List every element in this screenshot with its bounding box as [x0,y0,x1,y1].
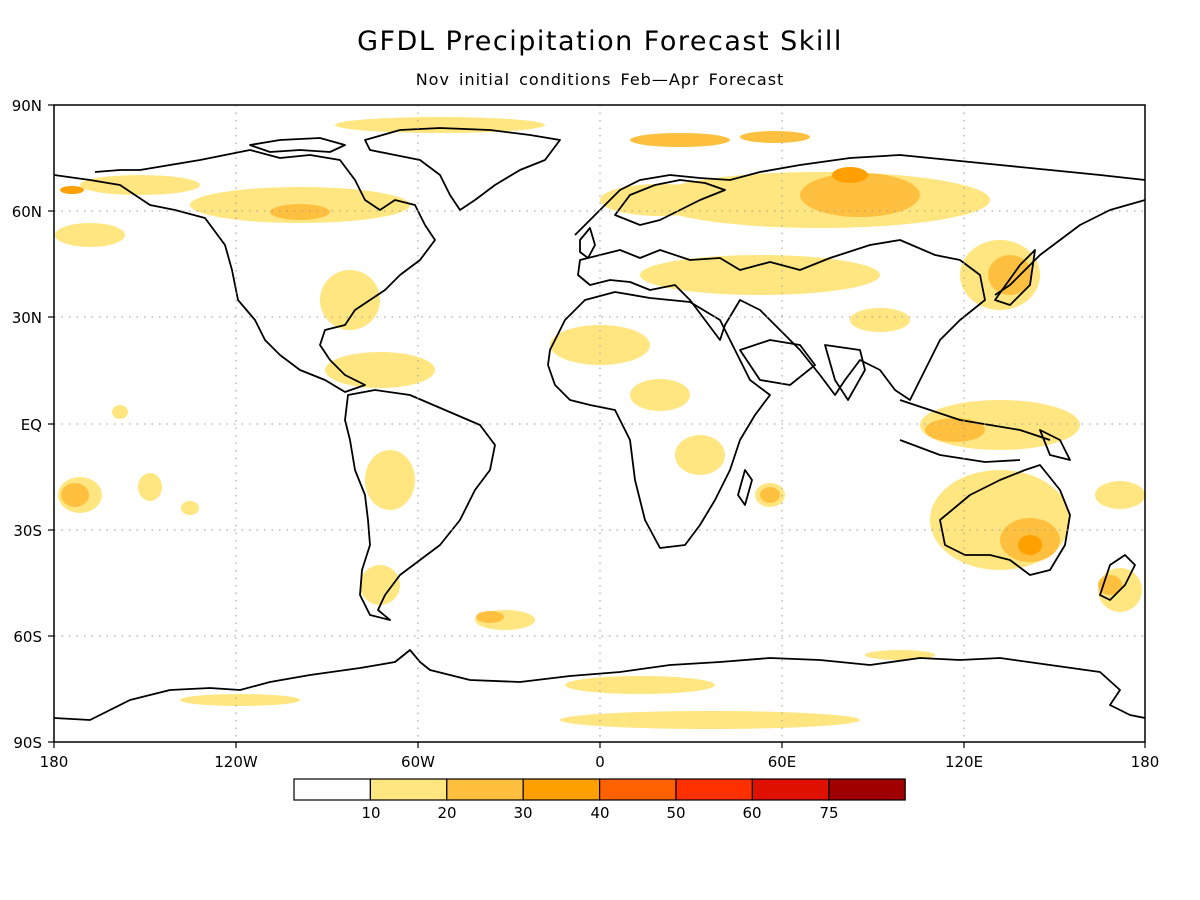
legend-label: 30 [513,804,532,822]
lon-label: 180 [1131,753,1160,771]
lat-label: EQ [21,416,42,434]
lat-label: 90S [13,734,42,752]
lat-label: 60N [12,203,42,221]
lon-label: 0 [595,753,605,771]
chart-subtitle: Nov initial conditions Feb—Apr Forecast [415,70,785,89]
legend-swatch [598,778,677,801]
lon-label: 120W [214,753,258,771]
lat-label: 60S [13,628,42,646]
lon-label: 60W [401,753,435,771]
lat-label: 30S [13,522,42,540]
legend-swatch [369,778,448,801]
legend-label: 60 [742,804,761,822]
legend-swatch [751,778,830,801]
legend-swatch [828,778,906,801]
graticule [54,105,1145,742]
legend-swatches [293,778,906,801]
legend-swatch [446,778,524,801]
legend-label: 75 [819,804,838,822]
lon-label: 60E [768,753,797,771]
coastlines [54,127,1145,721]
legend-label: 40 [590,804,609,822]
legend-label: 50 [666,804,685,822]
legend-label: 20 [437,804,456,822]
color-legend: 10 20 30 40 50 60 75 [293,778,906,822]
lat-label: 30N [12,309,42,327]
legend-labels: 10 20 30 40 50 60 75 [361,804,838,822]
latitude-labels: 90N 60N 30N EQ 30S 60S 90S [12,97,42,752]
lon-label: 120E [945,753,983,771]
legend-swatch [522,778,601,801]
legend-swatch [293,778,372,801]
legend-swatch [675,778,754,801]
lat-label: 90N [12,97,42,115]
chart-title: GFDL Precipitation Forecast Skill [357,26,843,57]
axis-ticks [48,104,1146,748]
skill-shading [55,117,1145,729]
longitude-labels: 180 120W 60W 0 60E 120E 180 [40,753,1160,771]
legend-label: 10 [361,804,380,822]
lon-label: 180 [40,753,69,771]
